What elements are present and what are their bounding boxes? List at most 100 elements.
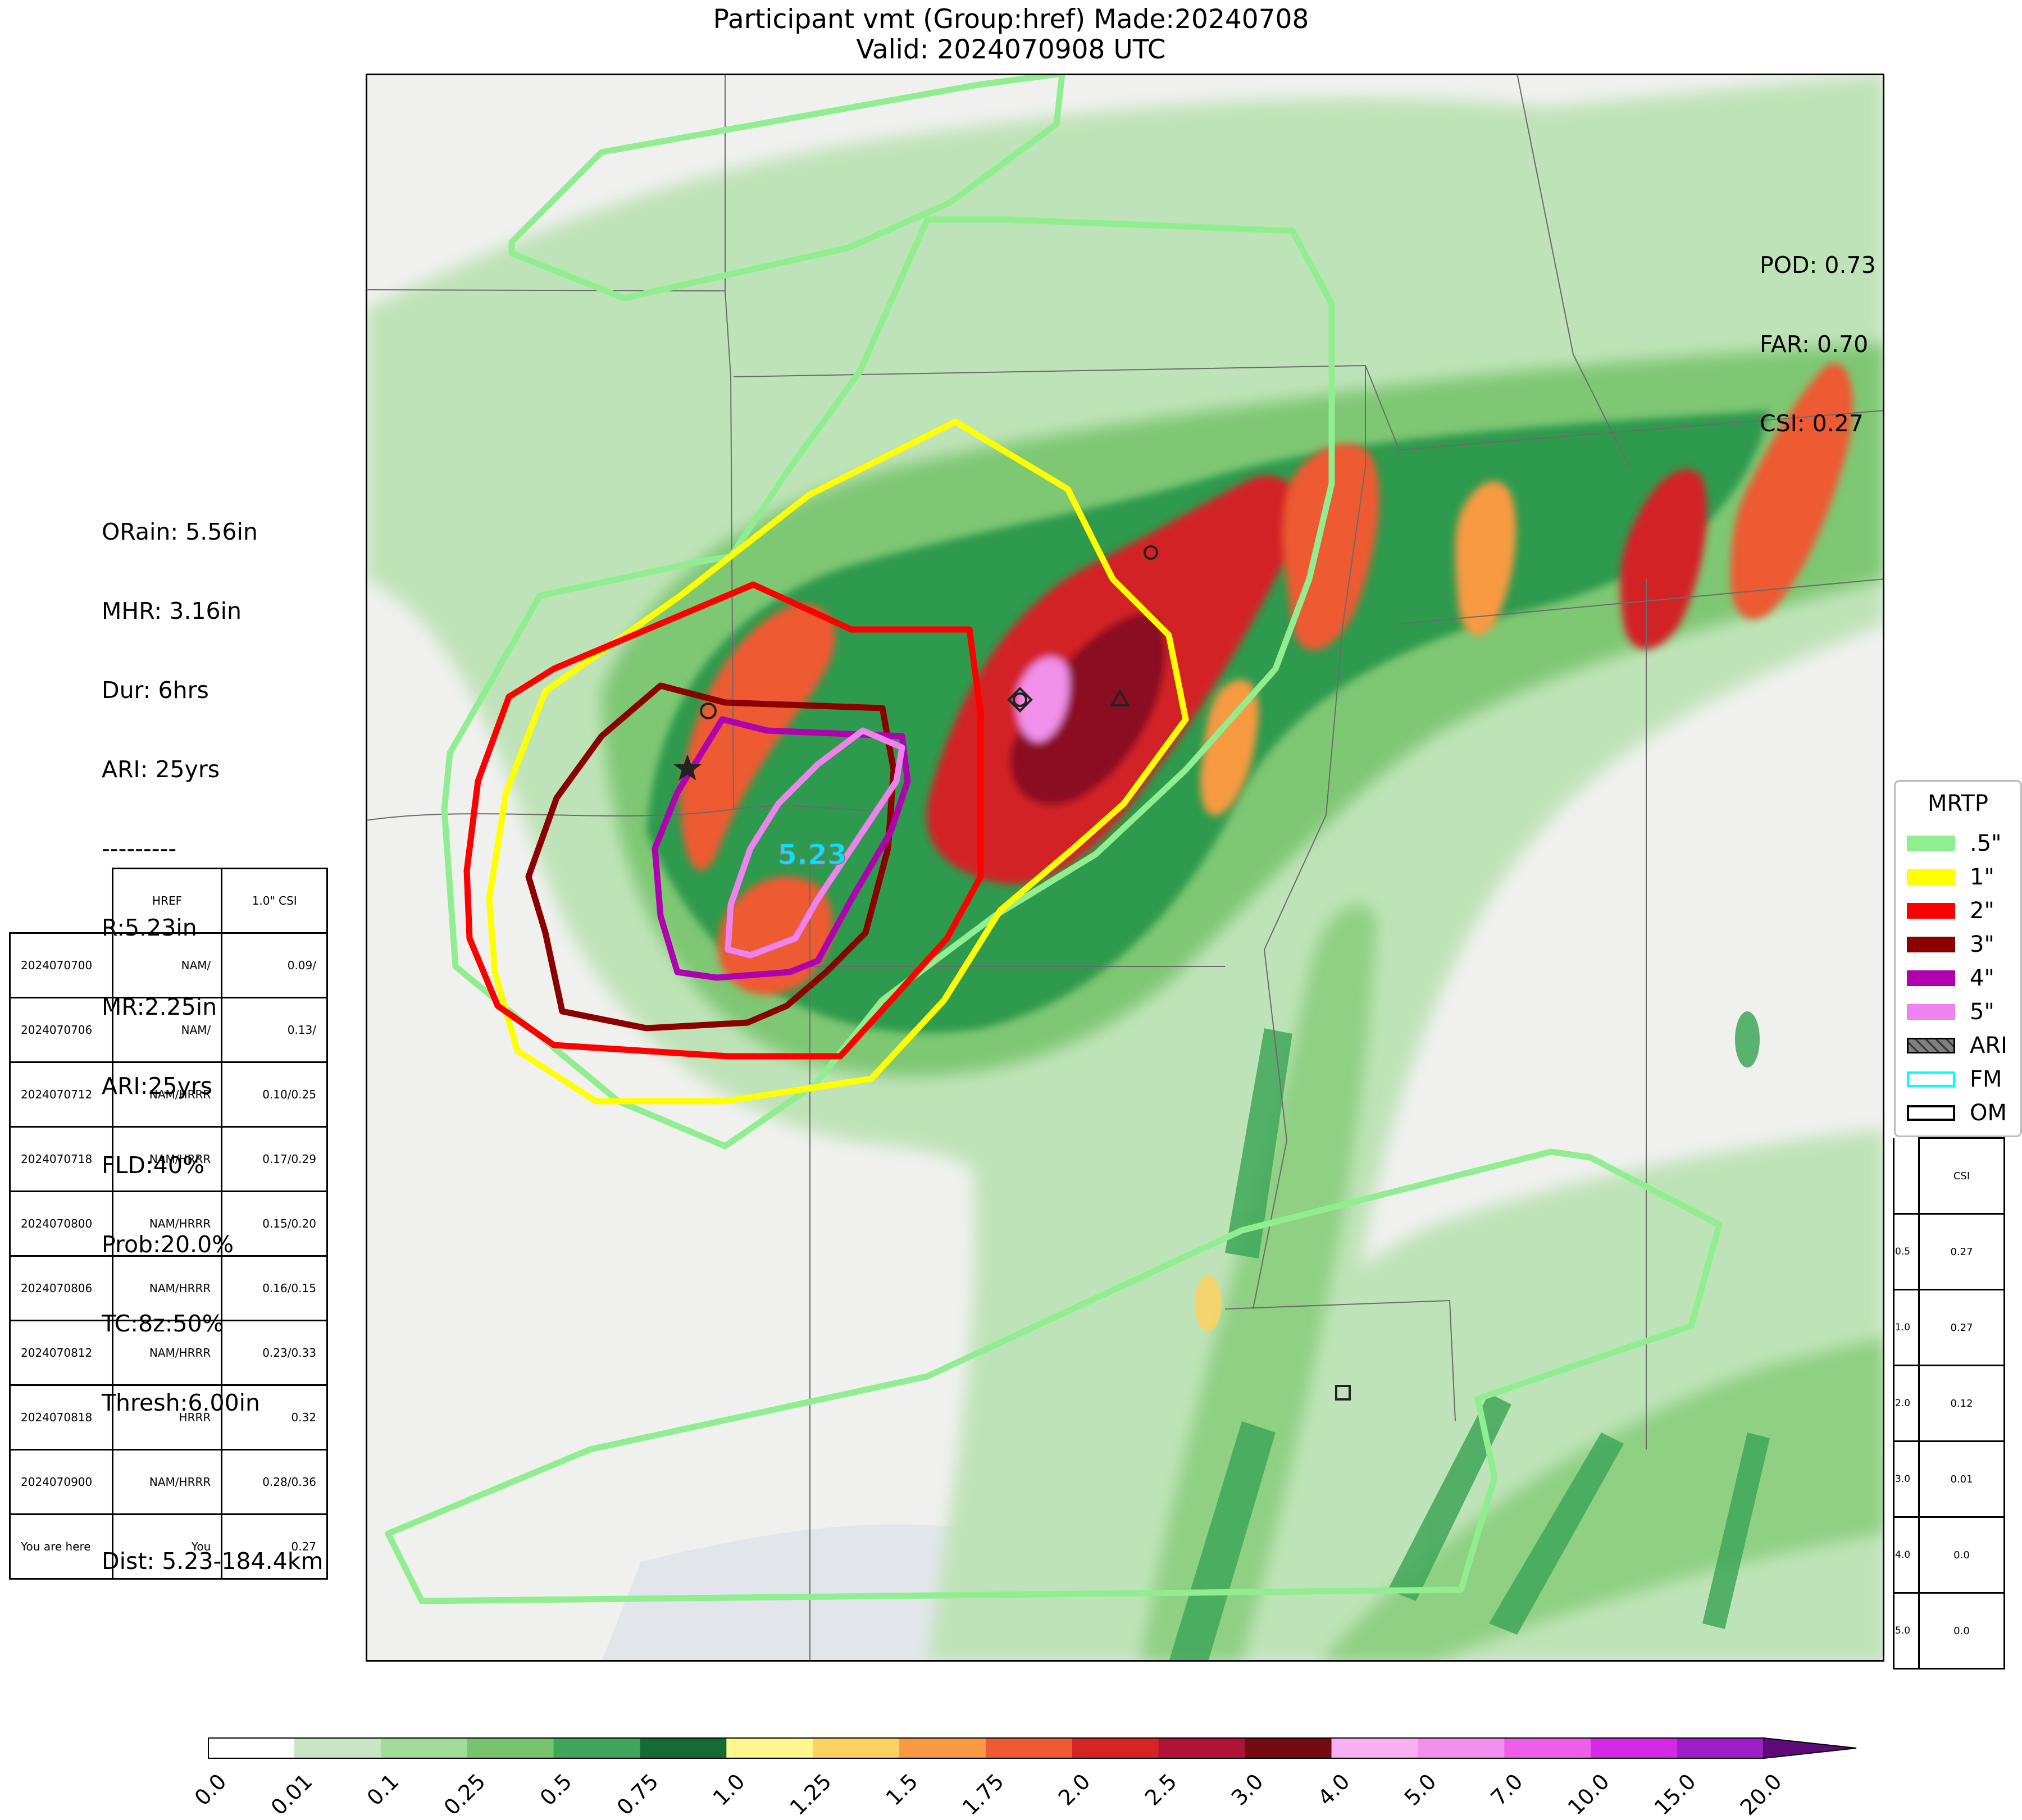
hatch-swatch-icon (1907, 1038, 1955, 1053)
history-row: 2024070818 HRRR 0.32 (9, 1384, 328, 1450)
history-cell: 2024070706 (9, 997, 113, 1063)
threshold-value: 0.5 (1893, 1213, 1920, 1290)
threshold-value: 2.0 (1893, 1365, 1920, 1442)
legend-label: 2" (1970, 898, 1994, 924)
colorbar-segment (1504, 1738, 1591, 1758)
mrtp-legend: MRTP .5" 1" 2" 3" 4" 5" ARI FM OM (1894, 780, 2022, 1137)
legend-label: .5" (1970, 831, 2002, 856)
history-cell: 0.15/0.20 (221, 1190, 328, 1257)
colorbar-frame (208, 1737, 1764, 1759)
legend-label: 1" (1970, 864, 1994, 890)
threshold-csi: 0.0 (1918, 1592, 2005, 1670)
colorbar-segment (208, 1738, 295, 1758)
history-cell: 0.09/ (221, 932, 328, 998)
history-cell: 2024070900 (9, 1449, 113, 1515)
legend-swatch (1907, 1105, 1955, 1121)
colorbar-segment (1245, 1738, 1332, 1758)
legend-label: 4" (1970, 965, 1994, 991)
colorbar-segment (1158, 1738, 1246, 1758)
threshold-value: 3.0 (1893, 1440, 1920, 1518)
threshold-row: 4.0 0.0 (1893, 1516, 2005, 1594)
history-cell: NAM/HRRR (111, 1255, 223, 1321)
threshold-row: 1.0 0.27 (1893, 1289, 2005, 1366)
colorbar-tick-label: 2.0 (1054, 1769, 1096, 1810)
circle-marker (700, 703, 717, 719)
colorbar-segment (726, 1738, 813, 1758)
threshold-value: 5.0 (1893, 1592, 1920, 1670)
legend-swatch (1907, 1004, 1955, 1020)
legend-label: ARI (1970, 1033, 2007, 1059)
star-marker (673, 754, 702, 781)
history-row: 2024070700 NAM/0.09/ (9, 932, 328, 998)
threshold-header-cell: CSI (1918, 1137, 2005, 1215)
map-frame (366, 74, 1884, 1662)
colorbar-segment (380, 1738, 468, 1758)
history-cell: NAM/ (111, 997, 223, 1063)
history-table: HREF 1.0" CSI 2024070700 NAM/0.09/202407070… (9, 868, 328, 1580)
history-cell: 2024070812 (9, 1320, 113, 1386)
contour-1in (486, 418, 1189, 1105)
observation-markers (673, 545, 1351, 1401)
ari-obs-value: ARI: 25yrs (102, 756, 220, 783)
colorbar-segment (553, 1738, 640, 1758)
colorbar-tick-label: 20.0 (1736, 1769, 1787, 1820)
colorbar-tick-label: 5.0 (1399, 1769, 1441, 1810)
history-row: 2024070800 NAM/HRRR 0.15/0.20 (9, 1190, 328, 1257)
contour-2in (463, 581, 984, 1060)
diamond-marker (1007, 687, 1033, 713)
history-cell: 2024070818 (9, 1384, 113, 1450)
colorbar-segment (1331, 1738, 1418, 1758)
threshold-row: 3.0 0.01 (1893, 1440, 2005, 1518)
state-boundaries (366, 74, 1884, 1662)
history-header-cell: HREF (111, 868, 223, 934)
history-row: You are here You 0.27 (9, 1513, 328, 1580)
threshold-csi: 0.01 (1918, 1440, 2005, 1518)
colorbar-tick-label: 0.5 (535, 1769, 577, 1810)
colorbar-tick-label: 0.25 (439, 1769, 490, 1820)
colorbar-extend-arrow (1763, 1737, 1857, 1759)
colorbar-tick-label: 10.0 (1563, 1769, 1614, 1820)
history-header-cell: 1.0" CSI (221, 868, 328, 934)
colorbar-segment (1677, 1738, 1764, 1758)
history-cell: 2024070806 (9, 1255, 113, 1321)
colorbar-tick-label: 0.1 (362, 1769, 404, 1810)
history-cell: You are here (9, 1513, 113, 1580)
colorbar-tick-label: 7.0 (1486, 1769, 1528, 1810)
history-cell: 0.10/0.25 (221, 1061, 328, 1128)
legend-swatch (1907, 1071, 1955, 1087)
orain-value: ORain: 5.56in (102, 518, 258, 545)
threshold-value: 1.0 (1893, 1289, 1920, 1366)
colorbar-tick-label: 0.0 (189, 1769, 231, 1810)
history-cell: NAM/HRRR (111, 1126, 223, 1192)
map-title-line2: Valid: 2024070908 UTC (856, 34, 1166, 65)
circle-marker (1013, 692, 1027, 707)
threshold-csi-table: CSI 0.5 0.27 1.0 0.27 2.0 0.12 3.0 0.01 4.0 0.0 5.0… (1893, 1137, 2005, 1670)
history-header-cell (10, 868, 113, 934)
contour-5in (725, 727, 905, 959)
history-cell: NAM/HRRR (111, 1449, 223, 1515)
history-cell: 0.17/0.29 (221, 1126, 328, 1192)
history-cell: 0.27 (221, 1513, 328, 1580)
threshold-csi: 0.27 (1918, 1213, 2005, 1290)
colorbar-tick-label: 1.75 (958, 1769, 1009, 1820)
threshold-header-empty (1893, 1138, 1920, 1215)
legend-swatch (1907, 970, 1955, 986)
history-cell: NAM/HRRR (111, 1061, 223, 1128)
history-cell: 0.23/0.33 (221, 1320, 328, 1386)
colorbar-tick-label: 1.25 (785, 1769, 836, 1820)
threshold-value: 4.0 (1893, 1516, 1920, 1594)
legend-label: 5" (1970, 999, 1994, 1025)
separator: --------- (102, 835, 177, 862)
colorbar-segment (640, 1738, 727, 1758)
history-cell: 2024070700 (9, 932, 113, 998)
colorbar (208, 1737, 1857, 1759)
history-cell: 0.13/ (221, 997, 328, 1063)
history-cell: HRRR (111, 1384, 223, 1450)
history-cell: 0.28/0.36 (221, 1449, 328, 1515)
threshold-row: 5.0 0.0 (1893, 1592, 2005, 1670)
legend-label: OM (1970, 1100, 2007, 1126)
colorbar-segment (294, 1738, 381, 1758)
history-row: 2024070706 NAM/0.13/ (9, 997, 328, 1063)
colorbar-tick-label: 1.5 (881, 1769, 923, 1810)
history-cell: NAM/ (111, 932, 223, 998)
